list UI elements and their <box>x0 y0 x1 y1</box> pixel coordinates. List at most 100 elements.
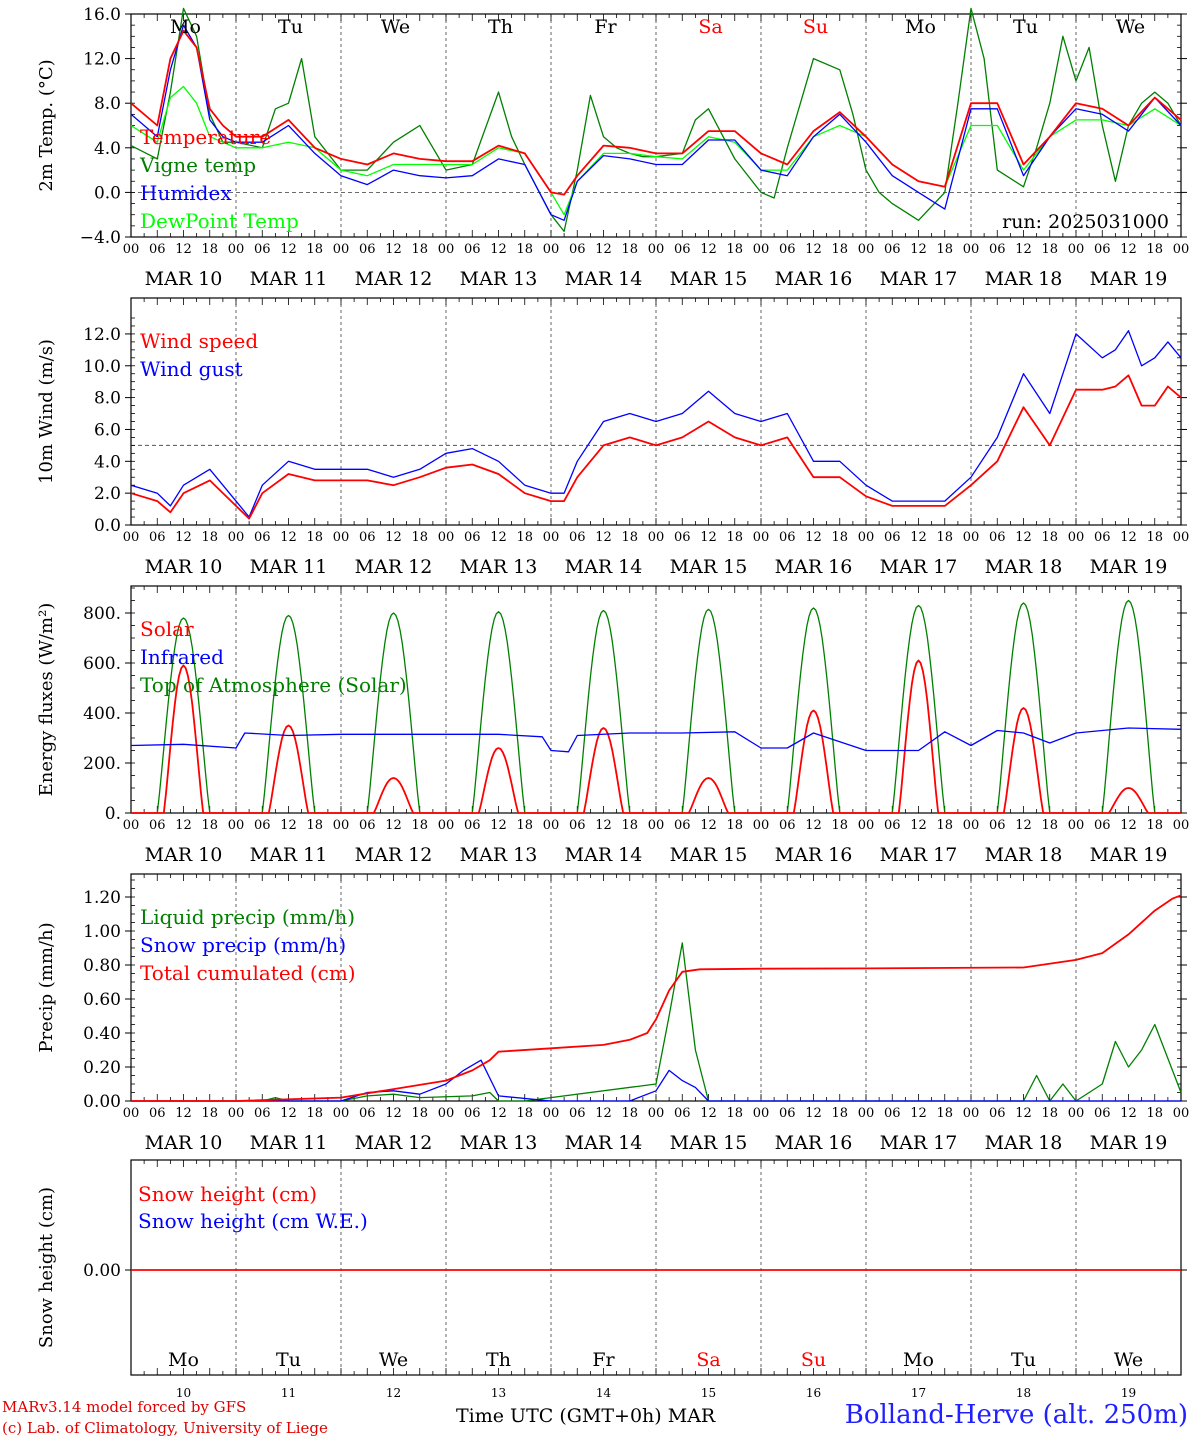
hour-tick-label: 18 <box>621 818 638 833</box>
day-label: MAR 10 <box>145 844 223 866</box>
hour-tick-label: 06 <box>884 1106 901 1121</box>
hour-tick-label: 06 <box>569 242 586 257</box>
hour-tick-label: 00 <box>438 242 455 257</box>
weekday-label: Mo <box>170 16 201 38</box>
legend-entry: Humidex <box>140 181 232 205</box>
day-label: MAR 12 <box>355 556 433 578</box>
y-axis-label: Precip (mm/h) <box>36 922 57 1052</box>
day-label: MAR 19 <box>1090 844 1168 866</box>
hour-tick-label: 12 <box>490 530 507 545</box>
hour-tick-label: 06 <box>149 530 166 545</box>
panel-4: 0.00 0.20 0.40 0.60 0.80 1.00 1.20 Precip (mm/h… <box>36 873 1190 1154</box>
hour-tick-label: 18 <box>306 242 323 257</box>
hour-tick-label: 18 <box>1146 818 1163 833</box>
hour-tick-label: 06 <box>464 818 481 833</box>
panel-1: −4.0 0.0 4.0 8.0 12.0 16.0 2m Temp. (°C) Temper… <box>36 5 1189 290</box>
weekday-label: Th <box>488 16 513 38</box>
day-label: MAR 10 <box>145 1132 223 1154</box>
hour-tick-label: 18 <box>201 1106 218 1121</box>
hour-tick-label: 06 <box>989 818 1006 833</box>
hour-tick-label: 12 <box>595 818 612 833</box>
model-credit: MARv3.14 model forced by GFS <box>2 1398 247 1416</box>
day-label: MAR 17 <box>880 268 958 290</box>
series-line <box>131 894 1182 1102</box>
weekday-label: We <box>1116 16 1145 38</box>
hour-tick-label: 18 <box>1041 1106 1058 1121</box>
hour-tick-label: 00 <box>858 530 875 545</box>
hour-tick-label: 18 <box>516 818 533 833</box>
hour-tick-label: 18 <box>306 530 323 545</box>
hour-tick-label: 12 <box>175 530 192 545</box>
hour-tick-label: 18 <box>411 818 428 833</box>
weekday-label: Sa <box>698 16 722 38</box>
hour-tick-label: 00 <box>333 530 350 545</box>
hour-tick-label: 06 <box>359 530 376 545</box>
day-label: MAR 18 <box>985 844 1063 866</box>
hour-tick-label: 18 <box>516 1106 533 1121</box>
y-tick-label: 0.60 <box>83 990 121 1010</box>
day-label: MAR 14 <box>565 1132 643 1154</box>
day-label: MAR 13 <box>460 268 538 290</box>
hour-tick-label: 00 <box>543 818 560 833</box>
y-tick-label: 400. <box>83 704 121 724</box>
day-number: 17 <box>911 1386 926 1400</box>
hour-tick-label: 06 <box>1094 530 1111 545</box>
hour-tick-label: 06 <box>779 1106 796 1121</box>
hour-tick-label: 00 <box>438 818 455 833</box>
hour-tick-label: 00 <box>1173 530 1190 545</box>
hour-tick-label: 12 <box>175 818 192 833</box>
hour-tick-label: 00 <box>963 530 980 545</box>
hour-tick-label: 18 <box>831 818 848 833</box>
y-axis-label: Energy fluxes (W/m²) <box>36 603 57 797</box>
hour-tick-label: 06 <box>464 242 481 257</box>
series-line <box>131 942 1182 1102</box>
hour-tick-label: 06 <box>359 818 376 833</box>
series-line <box>130 727 1182 753</box>
day-number: 10 <box>176 1386 191 1400</box>
legend-entry: Wind gust <box>140 357 243 381</box>
day-number: 15 <box>701 1386 716 1400</box>
hour-tick-label: 00 <box>1173 1106 1190 1121</box>
hour-tick-label: 18 <box>516 242 533 257</box>
hour-tick-label: 12 <box>1015 818 1032 833</box>
day-label: MAR 13 <box>460 844 538 866</box>
y-tick-label: −4.0 <box>80 228 121 248</box>
series-line <box>130 85 1182 216</box>
day-label: MAR 13 <box>460 1132 538 1154</box>
hour-tick-label: 00 <box>753 818 770 833</box>
hour-tick-label: 00 <box>1068 242 1085 257</box>
hour-tick-label: 06 <box>674 818 691 833</box>
day-label: MAR 11 <box>250 1132 328 1154</box>
day-label: MAR 13 <box>460 556 538 578</box>
day-label: MAR 18 <box>985 556 1063 578</box>
hour-tick-label: 00 <box>543 1106 560 1121</box>
day-label: MAR 12 <box>355 268 433 290</box>
hour-tick-label: 06 <box>254 818 271 833</box>
day-label: MAR 17 <box>880 1132 958 1154</box>
legend-entry: Solar <box>140 617 194 641</box>
day-number: 12 <box>386 1386 401 1400</box>
day-number: 14 <box>596 1386 612 1400</box>
hour-tick-label: 18 <box>621 242 638 257</box>
hour-tick-label: 12 <box>280 530 297 545</box>
y-axis-label: 10m Wind (m/s) <box>36 339 57 484</box>
weekday-label: Mo <box>903 1349 934 1371</box>
hour-tick-label: 18 <box>726 1106 743 1121</box>
hour-tick-label: 12 <box>805 242 822 257</box>
hour-tick-label: 06 <box>149 818 166 833</box>
hour-tick-label: 12 <box>700 530 717 545</box>
hour-tick-label: 06 <box>359 242 376 257</box>
day-label: MAR 19 <box>1090 556 1168 578</box>
day-label: MAR 15 <box>670 268 748 290</box>
y-tick-label: 1.00 <box>83 922 121 942</box>
day-number: 16 <box>806 1386 821 1400</box>
day-label: MAR 18 <box>985 1132 1063 1154</box>
hour-tick-label: 06 <box>884 530 901 545</box>
weekday-label: Tu <box>276 1349 301 1371</box>
hour-tick-label: 12 <box>280 1106 297 1121</box>
hour-tick-label: 00 <box>333 818 350 833</box>
day-label: MAR 12 <box>355 844 433 866</box>
hour-tick-label: 00 <box>858 1106 875 1121</box>
x-axis-title: Time UTC (GMT+0h) MAR <box>456 1405 715 1427</box>
hour-tick-label: 06 <box>254 1106 271 1121</box>
